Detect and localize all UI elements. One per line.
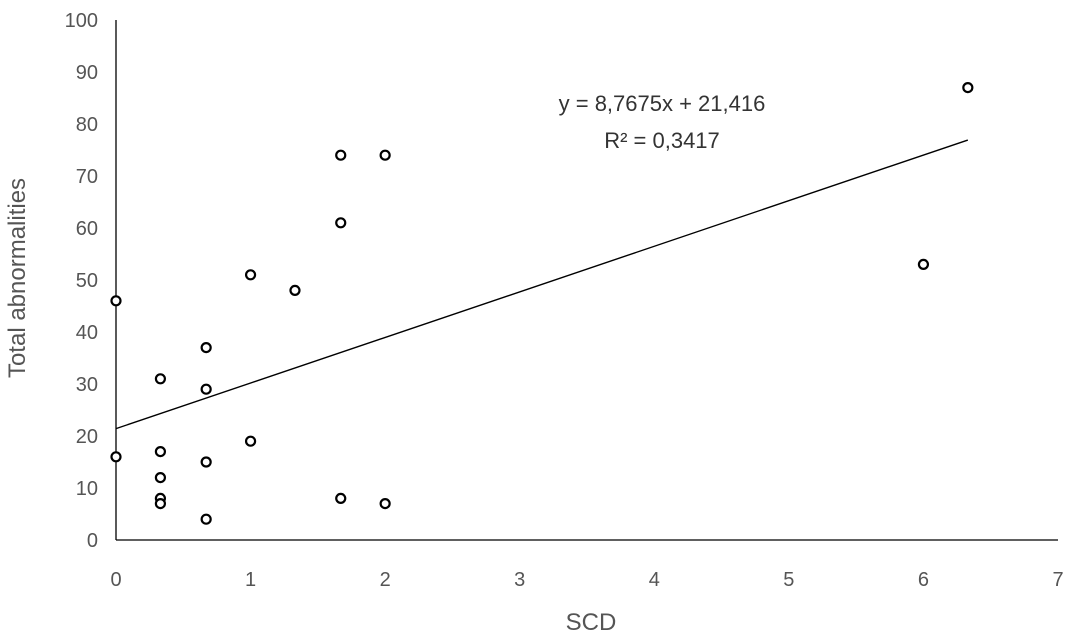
data-point xyxy=(110,295,122,307)
y-tick-label: 30 xyxy=(76,374,98,396)
x-tick-labels: 0 1 2 3 4 5 6 7 xyxy=(110,569,1063,591)
data-point xyxy=(335,217,347,229)
x-tick-label: 0 xyxy=(110,569,121,591)
data-point xyxy=(962,81,974,94)
trendline-equation: y = 8,7675x + 21,416 xyxy=(559,91,766,116)
data-point xyxy=(335,492,347,504)
x-axis-title: SCD xyxy=(566,609,617,636)
data-point xyxy=(917,258,930,270)
data-point xyxy=(154,472,167,484)
data-point xyxy=(154,373,167,385)
data-point xyxy=(200,383,212,395)
y-tick-label: 100 xyxy=(65,10,98,32)
data-point xyxy=(379,498,391,510)
data-points xyxy=(110,81,974,525)
data-point xyxy=(200,456,212,468)
y-tick-label: 70 xyxy=(76,166,98,188)
data-point xyxy=(379,149,391,161)
data-point xyxy=(244,269,257,281)
y-tick-label: 50 xyxy=(76,270,98,292)
data-point xyxy=(200,342,212,354)
data-point xyxy=(200,513,212,525)
x-tick-label: 4 xyxy=(649,569,660,591)
x-tick-label: 6 xyxy=(918,569,929,591)
y-tick-label: 0 xyxy=(87,530,98,552)
x-tick-label: 7 xyxy=(1052,569,1063,591)
y-tick-label: 40 xyxy=(76,322,98,344)
x-tick-label: 2 xyxy=(380,569,391,591)
x-tick-label: 1 xyxy=(245,569,256,591)
data-point xyxy=(110,451,122,463)
data-point xyxy=(154,446,167,458)
r-squared-label: R² = 0,3417 xyxy=(604,128,720,153)
y-tick-label: 60 xyxy=(76,218,98,240)
y-tick-label: 20 xyxy=(76,426,98,448)
data-point xyxy=(335,149,347,161)
x-tick-label: 5 xyxy=(783,569,794,591)
y-tick-label: 90 xyxy=(76,62,98,84)
x-tick-label: 3 xyxy=(514,569,525,591)
data-point xyxy=(289,284,301,296)
trendline xyxy=(115,139,969,430)
y-axis-title: Total abnormalities xyxy=(4,178,31,378)
y-tick-label: 80 xyxy=(76,114,98,136)
y-tick-labels: 0 10 20 30 40 50 60 70 80 90 100 xyxy=(65,10,98,552)
y-tick-label: 10 xyxy=(76,478,98,500)
data-point xyxy=(244,435,257,447)
data-point xyxy=(154,498,167,510)
